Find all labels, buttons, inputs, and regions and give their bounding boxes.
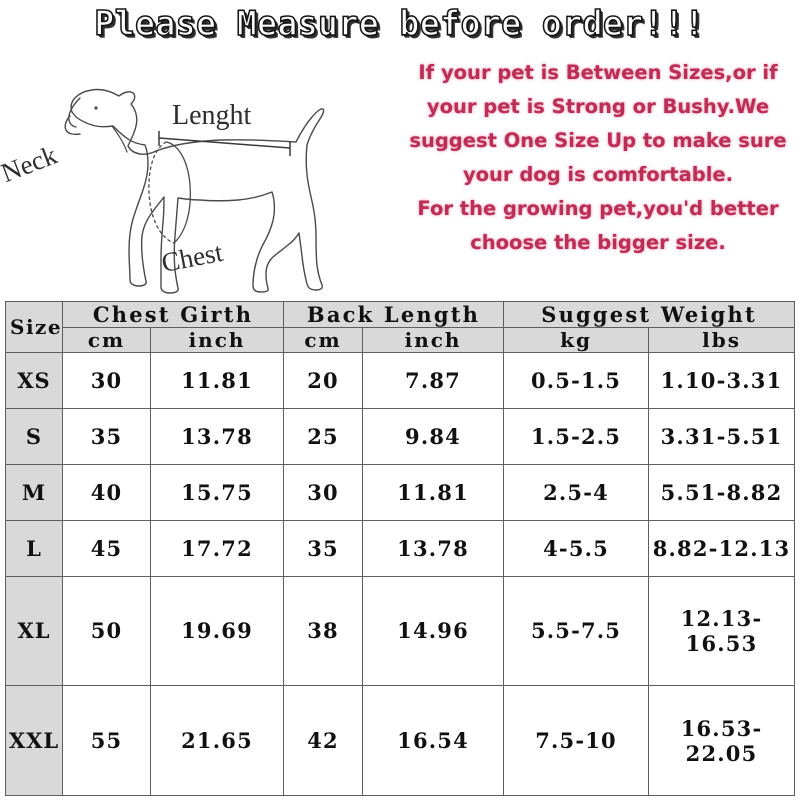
dog-measurement-diagram: Neck Chest Lenght — [0, 40, 392, 302]
table-row: XS 30 11.81 20 7.87 0.5-1.5 1.10-3.31 — [5, 352, 796, 409]
cell-size: XL — [5, 575, 63, 687]
header-weight-lbs: lbs — [648, 327, 796, 353]
cell-chest-inch: 15.75 — [149, 463, 285, 521]
note-line: choose the bigger size. — [470, 231, 726, 254]
header-back-length: Back Length — [283, 301, 505, 328]
cell-weight-lbs: 12.13-16.53 — [648, 575, 796, 687]
cell-weight-lbs: 16.53-22.05 — [648, 685, 796, 796]
cell-chest-cm: 55 — [62, 685, 151, 796]
cell-back-cm: 42 — [283, 685, 364, 796]
cell-back-inch: 7.87 — [362, 352, 505, 409]
cell-chest-inch: 21.65 — [149, 685, 285, 796]
note-line: your dog is comfortable. — [462, 163, 734, 186]
size-chart-table: Size Chest Girth Back Length Suggest Wei… — [5, 301, 796, 796]
table-row: XL 50 19.69 38 14.96 5.5-7.5 12.13-16.53 — [5, 575, 796, 687]
cell-weight-kg: 2.5-4 — [503, 463, 650, 521]
length-measure-bar — [158, 131, 291, 156]
table-header: Size Chest Girth Back Length Suggest Wei… — [5, 301, 796, 353]
dog-outline-illustration — [64, 88, 325, 294]
table-row: L 45 17.72 35 13.78 4-5.5 8.82-12.13 — [5, 519, 796, 577]
cell-size: L — [5, 519, 63, 577]
cell-weight-kg: 1.5-2.5 — [503, 407, 650, 465]
header-suggest-weight: Suggest Weight — [503, 301, 796, 328]
title-bar: Please Measure before order!!! — [0, 2, 800, 48]
cell-weight-kg: 0.5-1.5 — [503, 352, 650, 409]
table-row: M 40 15.75 30 11.81 2.5-4 5.51-8.82 — [5, 463, 796, 521]
header-back-cm: cm — [283, 327, 364, 353]
cell-back-cm: 38 — [283, 575, 364, 687]
header-chest-girth: Chest Girth — [61, 301, 285, 328]
cell-weight-kg: 5.5-7.5 — [503, 575, 650, 687]
cell-back-inch: 14.96 — [362, 575, 505, 687]
cell-chest-cm: 50 — [62, 575, 151, 687]
note-line: your pet is Strong or Bushy.We — [426, 95, 770, 118]
size-chart-table-container: Size Chest Girth Back Length Suggest Wei… — [5, 301, 796, 796]
table-header-row-groups: Size Chest Girth Back Length Suggest Wei… — [5, 301, 796, 353]
cell-back-cm: 30 — [283, 463, 364, 521]
header-back-inch: inch — [362, 327, 505, 353]
cell-back-inch: 13.78 — [362, 519, 505, 577]
cell-back-cm: 35 — [283, 519, 364, 577]
cell-back-cm: 20 — [283, 352, 364, 409]
header-chest-cm: cm — [62, 327, 151, 353]
cell-weight-lbs: 3.31-5.51 — [648, 407, 796, 465]
table-body: XS 30 11.81 20 7.87 0.5-1.5 1.10-3.31 S … — [5, 352, 796, 796]
note-line: suggest One Size Up to make sure — [409, 129, 787, 152]
table-row: XXL 55 21.65 42 16.54 7.5-10 16.53-22.05 — [5, 685, 796, 796]
cell-size: XS — [5, 352, 63, 409]
cell-size: M — [5, 463, 63, 521]
cell-weight-lbs: 5.51-8.82 — [648, 463, 796, 521]
cell-chest-cm: 40 — [62, 463, 151, 521]
cell-chest-cm: 45 — [62, 519, 151, 577]
sizing-advice-note: If your pet is Between Sizes,or if your … — [396, 56, 800, 300]
cell-chest-inch: 17.72 — [149, 519, 285, 577]
header-size: Size — [5, 301, 63, 353]
cell-back-cm: 25 — [283, 407, 364, 465]
cell-back-inch: 9.84 — [362, 407, 505, 465]
cell-weight-kg: 4-5.5 — [503, 519, 650, 577]
cell-chest-cm: 35 — [62, 407, 151, 465]
cell-weight-kg: 7.5-10 — [503, 685, 650, 796]
cell-back-inch: 16.54 — [362, 685, 505, 796]
note-line: If your pet is Between Sizes,or if — [418, 61, 778, 84]
cell-chest-inch: 19.69 — [149, 575, 285, 687]
cell-chest-inch: 11.81 — [149, 352, 285, 409]
page-title: Please Measure before order!!! — [94, 3, 706, 45]
cell-size: S — [5, 407, 63, 465]
cell-weight-lbs: 8.82-12.13 — [648, 519, 796, 577]
cell-chest-inch: 13.78 — [149, 407, 285, 465]
cell-size: XXL — [5, 685, 63, 796]
table-row: S 35 13.78 25 9.84 1.5-2.5 3.31-5.51 — [5, 407, 796, 465]
cell-back-inch: 11.81 — [362, 463, 505, 521]
header-weight-kg: kg — [503, 327, 650, 353]
diagram-label-length: Lenght — [172, 100, 252, 131]
cell-weight-lbs: 1.10-3.31 — [648, 352, 796, 409]
note-line: For the growing pet,you'd better — [417, 197, 779, 220]
header-chest-inch: inch — [149, 327, 285, 353]
table-header-row-units: cm inch cm inch kg lbs — [6, 327, 796, 353]
cell-chest-cm: 30 — [62, 352, 151, 409]
